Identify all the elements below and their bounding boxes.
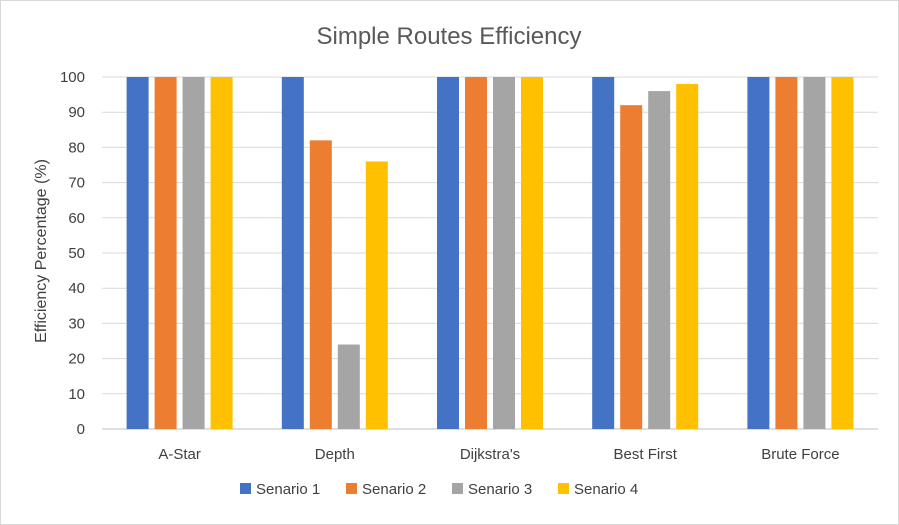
bar <box>365 161 388 430</box>
y-tick-label: 60 <box>68 210 85 227</box>
bar <box>521 77 543 429</box>
x-tick-label: Brute Force <box>761 446 839 463</box>
x-tick-label: Depth <box>315 446 355 463</box>
bar <box>620 105 643 429</box>
y-tick-label: 70 <box>68 175 85 192</box>
y-tick-label: 40 <box>68 280 85 297</box>
legend-label: Senario 2 <box>362 481 426 498</box>
bar <box>337 344 360 429</box>
bar <box>493 77 515 429</box>
legend-swatch <box>346 483 357 494</box>
bar <box>676 84 699 429</box>
legend-swatch <box>558 483 569 494</box>
bar <box>648 91 671 429</box>
bar <box>803 77 826 429</box>
bar <box>831 77 854 429</box>
y-tick-labels: 0 10 20 30 40 50 60 70 80 90 100 <box>60 69 85 438</box>
bar <box>775 77 798 429</box>
y-tick-label: 90 <box>68 104 85 121</box>
legend-label: Senario 3 <box>468 481 532 498</box>
bar <box>437 77 459 429</box>
bar <box>126 77 149 429</box>
legend-swatch <box>240 483 251 494</box>
y-tick-label: 0 <box>77 421 85 438</box>
y-tick-label: 100 <box>60 69 85 86</box>
y-tick-label: 80 <box>68 139 85 156</box>
x-tick-label: Best First <box>614 446 678 463</box>
legend: Senario 1 Senario 2 Senario 3 Senario 4 <box>240 481 638 498</box>
chart-title: Simple Routes Efficiency <box>316 23 581 50</box>
x-tick-labels: A-Star Depth Dijkstra's Best First Brute For… <box>158 446 839 463</box>
x-tick-label: A-Star <box>158 446 201 463</box>
bar <box>210 77 233 429</box>
bar <box>182 77 205 429</box>
y-tick-label: 20 <box>68 351 85 368</box>
bar <box>747 77 770 429</box>
legend-label: Senario 4 <box>574 481 638 498</box>
bar <box>592 77 615 429</box>
bar <box>281 77 304 429</box>
x-tick-label: Dijkstra's <box>460 446 520 463</box>
legend-label: Senario 1 <box>256 481 320 498</box>
bar <box>465 77 487 429</box>
y-axis-label: Efficiency Percentage (%) <box>33 159 50 343</box>
y-tick-label: 30 <box>68 315 85 332</box>
y-tick-label: 50 <box>68 245 85 262</box>
bar <box>309 140 332 430</box>
legend-swatch <box>452 483 463 494</box>
y-tick-label: 10 <box>68 386 85 403</box>
bar <box>154 77 177 429</box>
bars <box>126 77 854 430</box>
